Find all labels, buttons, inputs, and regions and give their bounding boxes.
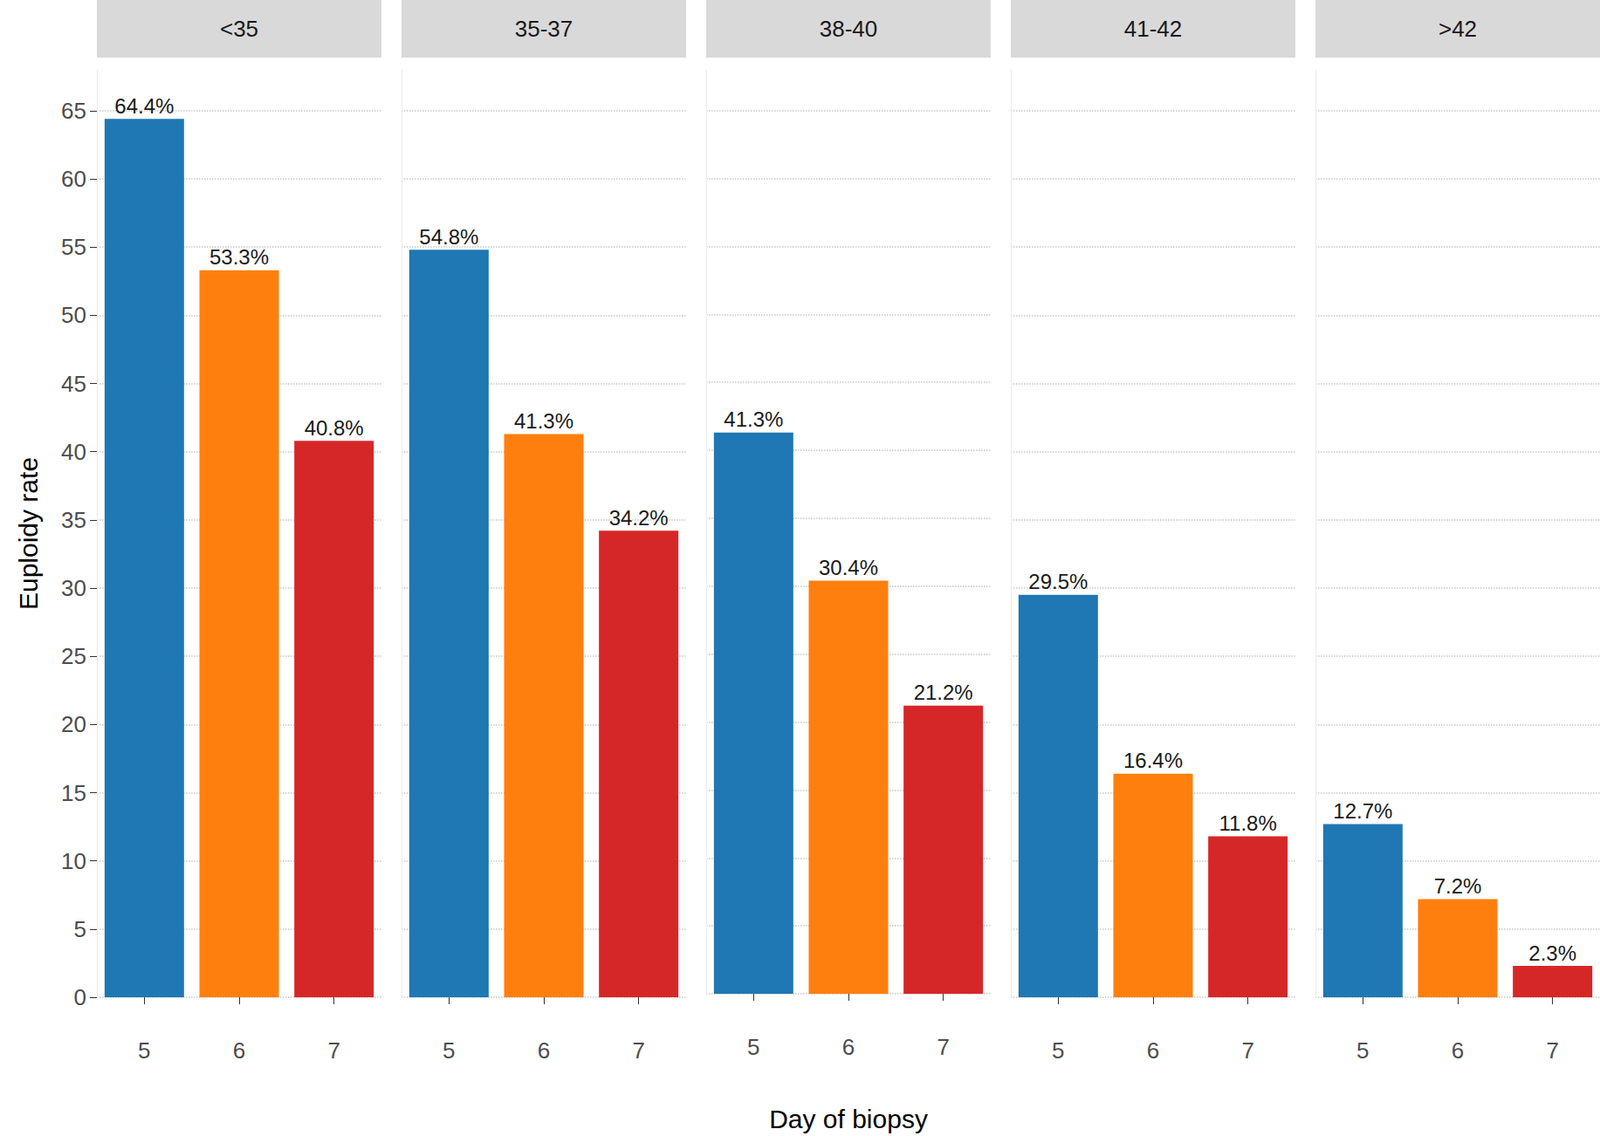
svg-text:10: 10 (61, 848, 87, 875)
svg-text:0: 0 (74, 984, 87, 1011)
svg-text:54.8%: 54.8% (418, 225, 479, 249)
svg-text:53.3%: 53.3% (209, 245, 269, 269)
svg-text:>42: >42 (1438, 15, 1477, 42)
svg-text:6: 6 (537, 1037, 550, 1065)
svg-text:41-42: 41-42 (1124, 15, 1183, 42)
svg-text:20: 20 (61, 711, 87, 738)
svg-text:41.3%: 41.3% (514, 409, 574, 433)
svg-text:12.7%: 12.7% (1332, 799, 1393, 824)
svg-text:5: 5 (747, 1034, 760, 1061)
svg-text:<35: <35 (219, 15, 259, 42)
svg-text:Day of biopsy: Day of biopsy (769, 1105, 928, 1134)
svg-text:21.2%: 21.2% (913, 680, 974, 705)
svg-text:15: 15 (61, 780, 87, 807)
svg-text:45: 45 (61, 370, 87, 398)
svg-text:2.3%: 2.3% (1528, 941, 1577, 966)
svg-text:11.8%: 11.8% (1219, 811, 1278, 836)
svg-text:7: 7 (327, 1037, 340, 1065)
svg-text:35-37: 35-37 (515, 15, 574, 42)
svg-text:16.4%: 16.4% (1123, 748, 1183, 773)
svg-text:65: 65 (61, 97, 87, 124)
svg-text:5: 5 (1356, 1037, 1369, 1065)
svg-text:34.2%: 34.2% (609, 506, 669, 530)
svg-text:7: 7 (1545, 1037, 1559, 1065)
svg-text:7: 7 (631, 1037, 645, 1065)
svg-text:50: 50 (61, 302, 87, 329)
svg-text:29.5%: 29.5% (1028, 569, 1088, 594)
svg-text:7: 7 (1241, 1037, 1254, 1065)
svg-text:5: 5 (74, 916, 87, 943)
svg-text:7: 7 (936, 1034, 949, 1061)
svg-text:25: 25 (61, 643, 87, 670)
svg-text:Euploidy rate: Euploidy rate (13, 457, 43, 611)
svg-text:6: 6 (1451, 1037, 1464, 1065)
svg-text:30.4%: 30.4% (818, 556, 879, 580)
svg-text:6: 6 (842, 1034, 855, 1061)
svg-text:5: 5 (137, 1037, 151, 1065)
svg-text:55: 55 (61, 233, 87, 261)
svg-text:6: 6 (1146, 1037, 1160, 1065)
svg-text:7.2%: 7.2% (1434, 874, 1483, 899)
svg-text:5: 5 (442, 1037, 455, 1065)
svg-text:6: 6 (233, 1037, 246, 1065)
svg-text:5: 5 (1051, 1037, 1065, 1065)
svg-text:64.4%: 64.4% (114, 94, 174, 118)
svg-text:41.3%: 41.3% (723, 407, 783, 432)
svg-text:38-40: 38-40 (819, 15, 879, 42)
svg-text:35: 35 (61, 507, 87, 534)
svg-text:40.8%: 40.8% (304, 416, 364, 440)
svg-text:40: 40 (61, 439, 87, 466)
svg-text:60: 60 (61, 165, 87, 193)
svg-text:30: 30 (61, 575, 87, 602)
